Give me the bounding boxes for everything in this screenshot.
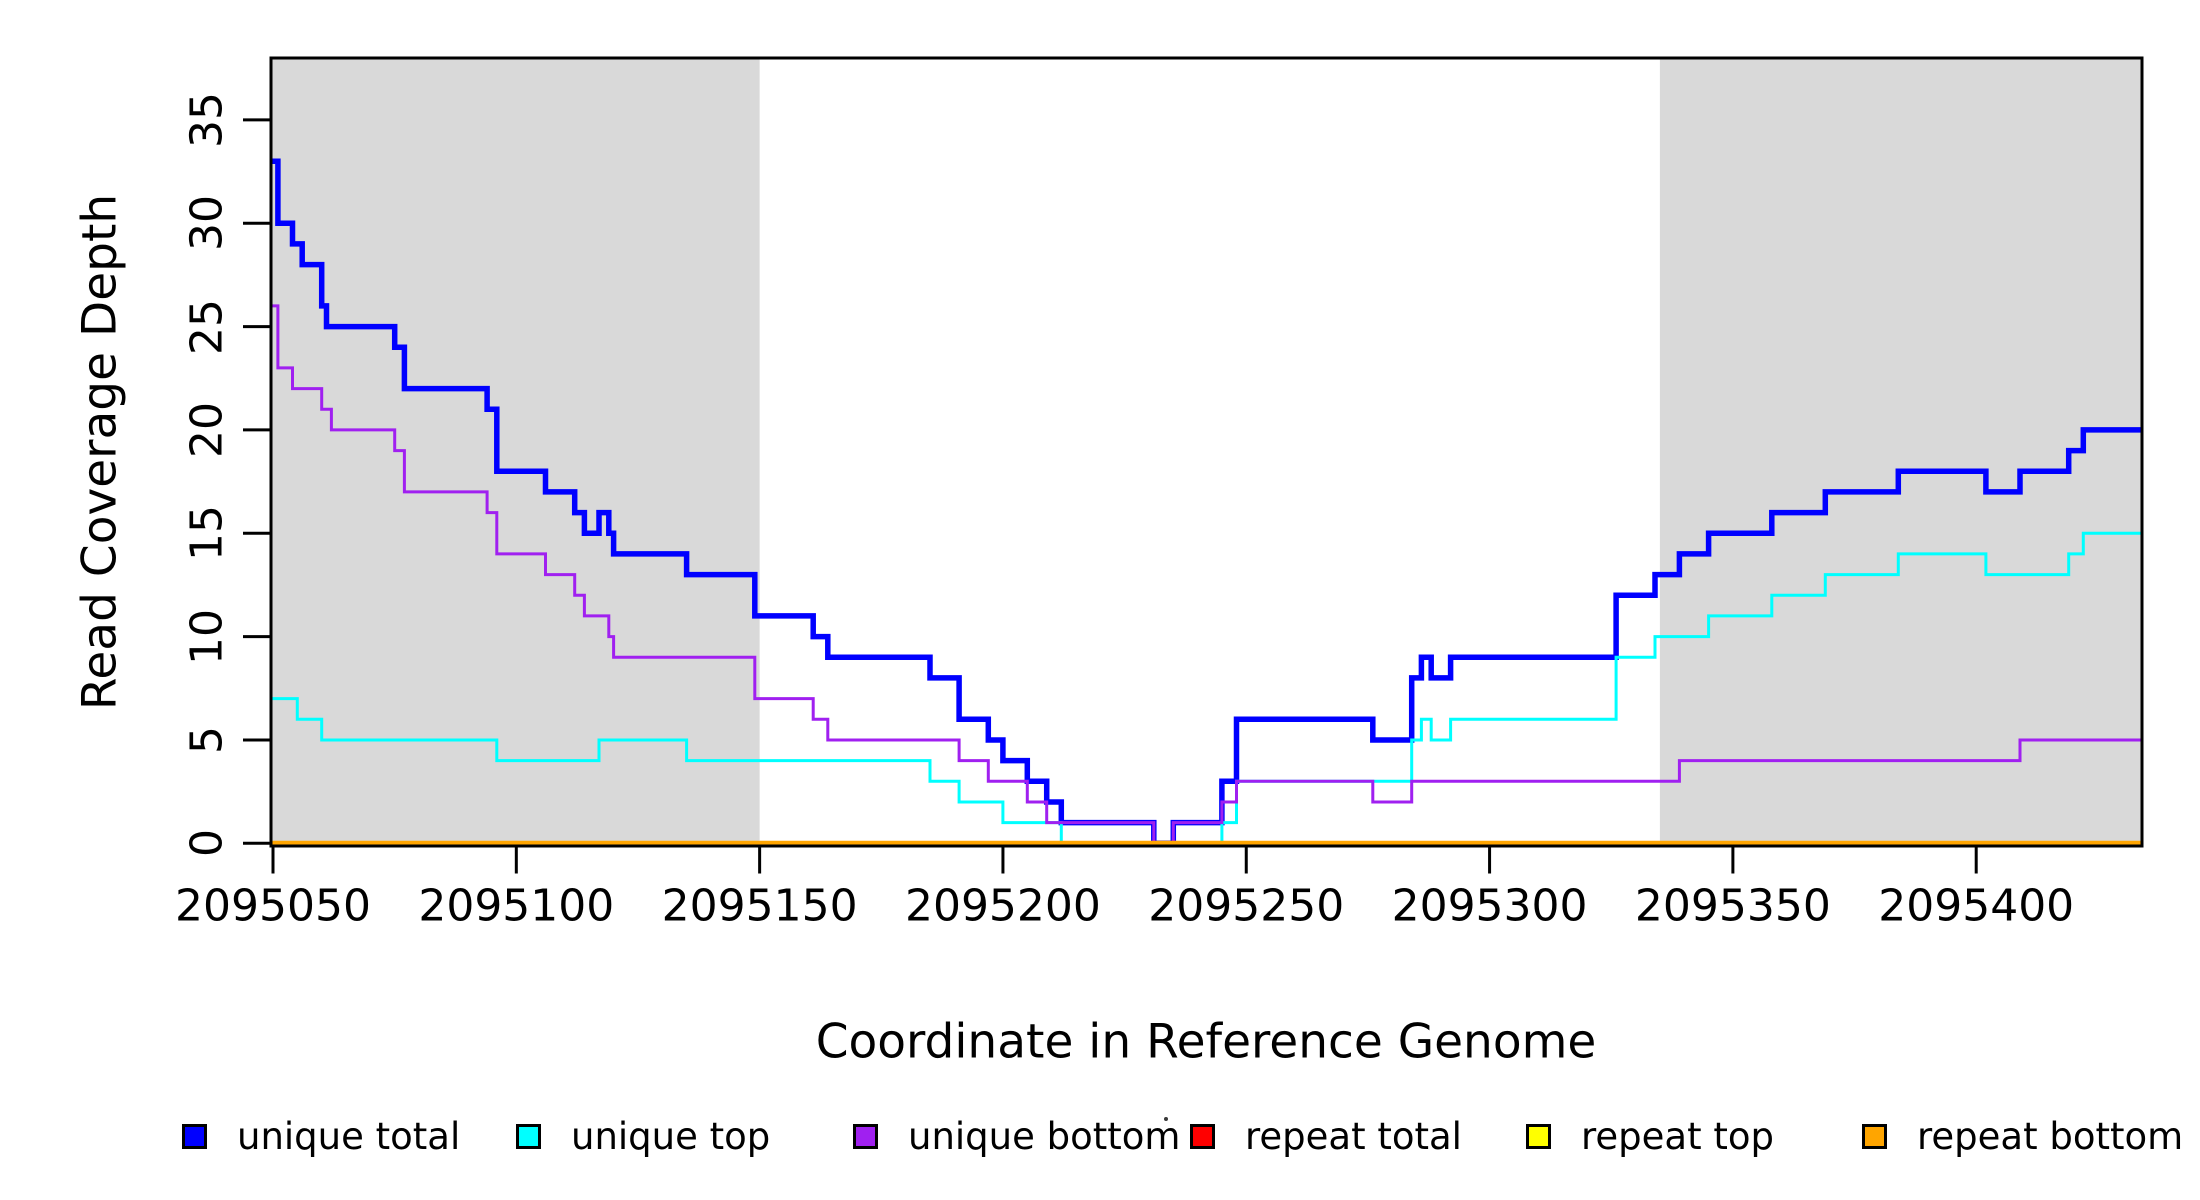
repeat-total-swatch-icon <box>1190 1123 1215 1149</box>
series-unique-top <box>270 531 2142 845</box>
highlight-region <box>270 58 760 846</box>
y-tick-label: 10 <box>181 608 233 665</box>
legend-label: repeat bottom <box>1917 1114 2184 1158</box>
legend-item-unique-total: unique total <box>182 1115 460 1158</box>
unique-top-swatch-icon <box>516 1123 541 1149</box>
x-tick-label: 2095200 <box>904 880 1101 932</box>
axis-ticks <box>243 118 1978 874</box>
repeat-bottom-swatch-icon <box>1862 1123 1887 1149</box>
x-tick-label: 2095350 <box>1634 880 1831 932</box>
highlight-regions <box>270 58 2142 846</box>
x-tick-label: 2095150 <box>661 880 858 932</box>
legend-item-unique-top: unique top <box>516 1115 770 1158</box>
legend-label: unique total <box>237 1114 461 1158</box>
y-tick-label: 0 <box>181 829 233 858</box>
coverage-step-lines <box>270 158 2142 847</box>
y-tick-label: 20 <box>181 401 233 458</box>
legend-label: unique top <box>571 1114 771 1158</box>
x-tick-label: 2095050 <box>175 880 371 932</box>
legend-label: repeat total <box>1245 1114 1462 1158</box>
series-unique-total <box>270 158 2142 847</box>
x-tick-label: 2095400 <box>1878 880 2075 932</box>
legend-item-repeat-top: repeat top <box>1526 1115 1774 1158</box>
legend-item-unique-bottom: unique bottom <box>853 1115 1180 1158</box>
legend-label: unique bottom <box>908 1114 1181 1158</box>
x-tick-label: 2095250 <box>1148 880 1345 932</box>
x-tick-label: 2095300 <box>1391 880 1588 932</box>
y-tick-label: 15 <box>181 505 233 562</box>
x-tick-label: 2095100 <box>418 880 615 932</box>
y-tick-label: 35 <box>181 91 233 148</box>
unique-total-swatch-icon <box>182 1123 207 1149</box>
y-tick-label: 5 <box>181 725 233 754</box>
series-unique-bottom <box>270 304 2142 845</box>
y-axis-title: Read Coverage Depth <box>72 193 128 711</box>
legend-label: repeat top <box>1581 1114 1774 1158</box>
y-tick-label: 25 <box>181 298 233 355</box>
legend-item-repeat-bottom: repeat bottom <box>1862 1115 2183 1158</box>
stray-dot <box>1164 1117 1168 1121</box>
legend-item-repeat-total: repeat total <box>1190 1115 1462 1158</box>
unique-bottom-swatch-icon <box>853 1123 878 1149</box>
x-axis-title: Coordinate in Reference Genome <box>815 1014 1597 1070</box>
highlight-region <box>1659 58 2142 846</box>
y-tick-label: 30 <box>181 195 233 252</box>
plot-border <box>269 56 2144 848</box>
repeat-top-swatch-icon <box>1526 1123 1551 1149</box>
